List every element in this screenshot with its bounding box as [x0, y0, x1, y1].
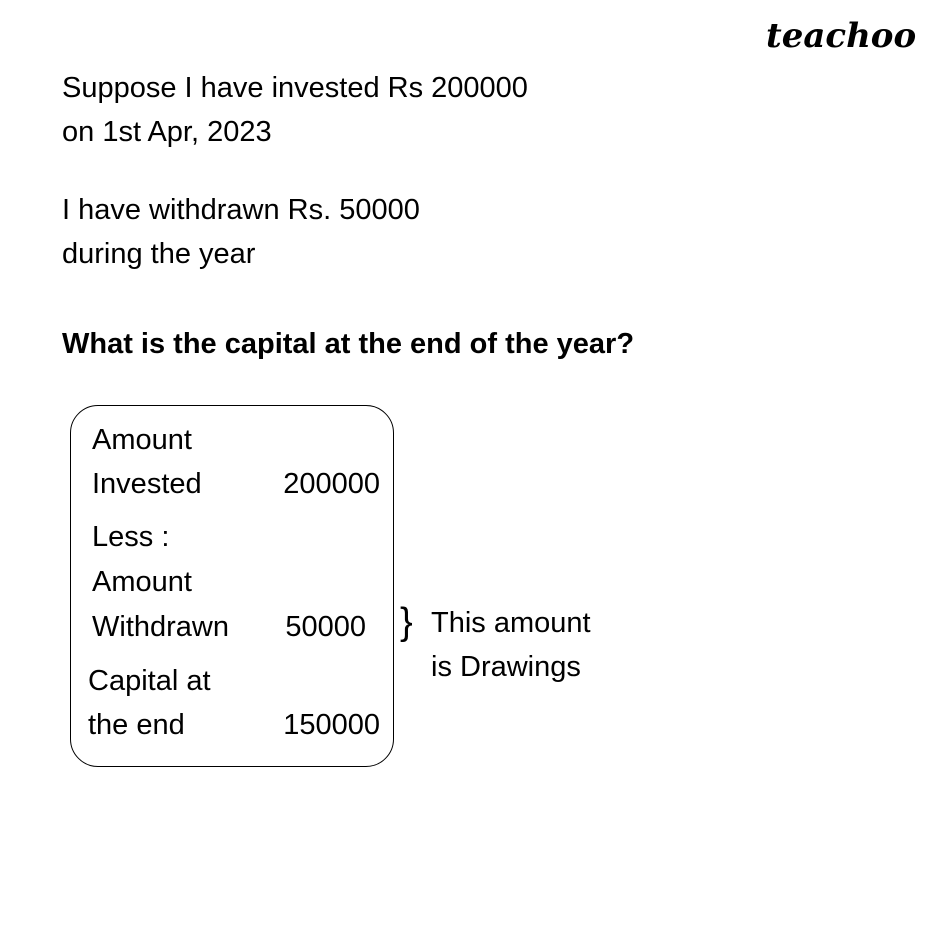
capital-label-1: Capital at	[88, 665, 211, 697]
note-line-2: is Drawings	[431, 651, 581, 683]
calculation-box	[70, 405, 394, 767]
capital-value: 150000	[283, 709, 380, 741]
withdrawn-label-1: Amount	[92, 566, 192, 598]
invested-label-1: Amount	[92, 424, 192, 456]
question: What is the capital at the end of the ye…	[62, 328, 635, 360]
intro-line-4: during the year	[62, 238, 256, 270]
invested-label-2: Invested	[92, 468, 202, 500]
withdrawn-label-2: Withdrawn	[92, 611, 229, 643]
intro-line-3: I have withdrawn Rs. 50000	[62, 194, 420, 226]
brace-symbol: }	[400, 601, 413, 643]
withdrawn-value: 50000	[285, 611, 366, 643]
intro-line-2: on 1st Apr, 2023	[62, 116, 272, 148]
less-label: Less :	[92, 521, 170, 553]
intro-line-1: Suppose I have invested Rs 200000	[62, 72, 528, 104]
teachoo-logo: teachoo	[766, 16, 917, 56]
capital-label-2: the end	[88, 709, 185, 741]
note-line-1: This amount	[431, 607, 591, 639]
invested-value: 200000	[283, 468, 380, 500]
